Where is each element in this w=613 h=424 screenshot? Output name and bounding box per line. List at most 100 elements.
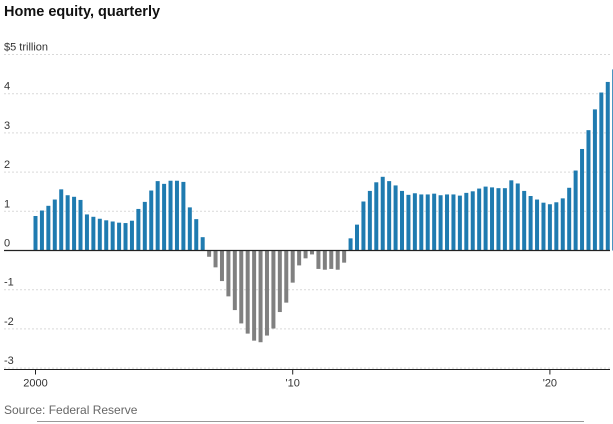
bottom-rule xyxy=(37,421,584,422)
bar xyxy=(226,250,231,297)
bar xyxy=(329,250,334,269)
bar xyxy=(457,195,462,251)
bar xyxy=(483,186,488,251)
bar xyxy=(605,81,610,251)
bar xyxy=(168,180,173,251)
bar xyxy=(39,210,44,251)
grid-lines xyxy=(4,54,610,369)
y-tick-label: $5 trillion xyxy=(4,42,48,54)
bar xyxy=(303,250,308,259)
bar xyxy=(599,92,604,251)
bar xyxy=(367,190,372,251)
bar xyxy=(464,192,469,251)
bar xyxy=(496,188,501,251)
chart-title: Home equity, quarterly xyxy=(4,4,161,20)
bar xyxy=(573,170,578,251)
bar xyxy=(406,194,411,251)
y-tick-label: 1 xyxy=(4,198,10,210)
bar xyxy=(477,188,482,251)
bar xyxy=(509,180,514,251)
x-tick-label: '10 xyxy=(286,378,300,390)
bar xyxy=(490,187,495,251)
bar xyxy=(252,250,257,341)
bar xyxy=(419,194,424,251)
bar xyxy=(33,216,38,251)
bar xyxy=(174,180,179,251)
bar xyxy=(117,222,122,251)
bar xyxy=(104,220,109,251)
y-tick-label: 3 xyxy=(4,120,10,132)
axes xyxy=(4,249,610,375)
bar xyxy=(59,189,64,251)
bar xyxy=(149,190,154,251)
bar xyxy=(316,250,321,269)
bar xyxy=(348,238,353,251)
bar xyxy=(213,250,218,268)
y-tick-label: -3 xyxy=(4,355,14,367)
y-tick-label: -1 xyxy=(4,277,14,289)
bar xyxy=(155,181,160,251)
bar xyxy=(586,130,591,251)
y-tick-labels: $5 trillion 4 3 2 1 0 -1 -2 -3 xyxy=(4,42,48,368)
bar xyxy=(393,185,398,251)
y-tick-label: 2 xyxy=(4,159,10,171)
bar xyxy=(200,237,205,251)
bar xyxy=(502,188,507,251)
bar xyxy=(65,195,70,251)
bar xyxy=(528,196,533,251)
bar xyxy=(207,250,212,257)
x-tick-label: 2000 xyxy=(23,378,47,390)
bar xyxy=(91,216,96,251)
bar xyxy=(355,224,359,251)
bar xyxy=(162,183,167,251)
bar xyxy=(194,219,199,251)
bar xyxy=(123,223,128,251)
bar xyxy=(322,250,327,270)
y-tick-label: 4 xyxy=(4,81,10,93)
bar xyxy=(187,207,192,251)
bar xyxy=(232,250,237,311)
bar xyxy=(78,199,83,251)
x-tick-label: '20 xyxy=(543,378,557,390)
bar xyxy=(46,205,51,251)
bar xyxy=(97,218,102,251)
y-tick-label: -2 xyxy=(4,316,14,328)
bar xyxy=(297,250,302,266)
bar xyxy=(335,250,340,270)
bar xyxy=(412,193,417,251)
bar xyxy=(374,182,379,251)
bar xyxy=(432,193,437,251)
x-tick-labels: 2000 '10 '20 xyxy=(23,378,557,390)
bar xyxy=(400,190,405,251)
bar xyxy=(592,109,597,251)
bar xyxy=(541,202,546,251)
bars xyxy=(33,69,613,343)
bar xyxy=(451,194,456,251)
bar xyxy=(258,250,263,343)
bar xyxy=(425,194,430,251)
bar xyxy=(239,250,244,324)
bar xyxy=(290,250,295,283)
bar xyxy=(84,214,89,251)
bar xyxy=(535,199,540,251)
bar xyxy=(560,198,565,251)
bar xyxy=(445,194,450,251)
bar xyxy=(380,176,385,251)
bar xyxy=(110,221,115,251)
bar xyxy=(522,190,527,251)
bar xyxy=(264,250,269,336)
bar xyxy=(580,148,585,251)
bar xyxy=(361,201,366,251)
bar xyxy=(284,250,289,303)
bar xyxy=(554,202,559,251)
bar xyxy=(181,181,186,251)
bar xyxy=(309,250,314,255)
bar xyxy=(136,208,141,251)
bar xyxy=(219,250,224,282)
bar xyxy=(387,181,392,251)
bar xyxy=(438,195,443,251)
bar xyxy=(342,250,347,263)
bar xyxy=(515,183,520,251)
bar xyxy=(129,220,134,251)
